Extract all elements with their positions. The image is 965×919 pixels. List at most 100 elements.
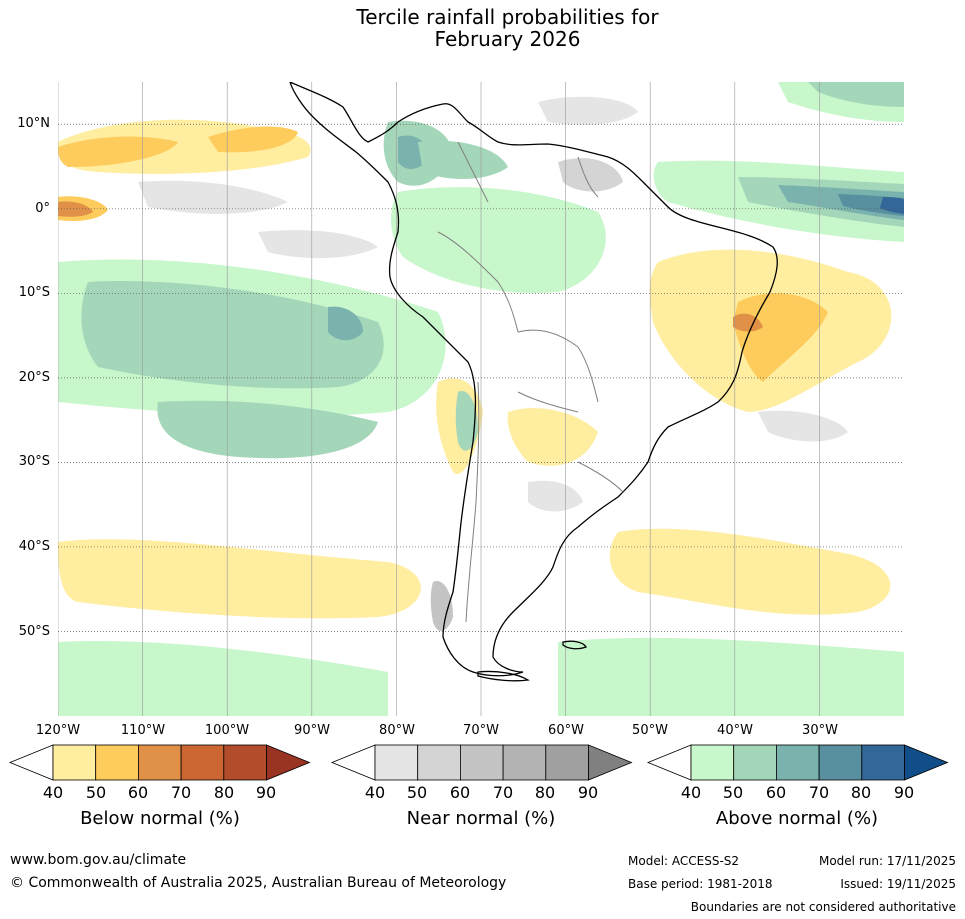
colorbar-segment [223, 744, 267, 781]
above-region-chile [455, 391, 478, 451]
above-region-pacific-band-2 [81, 281, 384, 389]
cb-above-tick: 80 [850, 783, 872, 802]
above-region-pacific-band-3 [328, 306, 363, 341]
colorbars [8, 744, 949, 781]
graticule [58, 82, 904, 716]
colorbar-segment [137, 744, 182, 781]
border-peru-brazil [437, 231, 519, 333]
lat-label-50s: 50°S [18, 624, 50, 639]
colorbar-segment [52, 744, 97, 781]
above-region-pacific-south [157, 400, 378, 459]
falkland-islands [562, 640, 587, 650]
colorbar-left-extend [646, 744, 692, 781]
above-region-south-atlantic-low [558, 637, 904, 716]
lon-label-120w: 120°W [35, 723, 81, 738]
cb-near-tick: 70 [492, 783, 514, 802]
colorbar-near [330, 744, 633, 781]
near-region-atlantic [758, 410, 848, 442]
colorbar-segment [861, 744, 905, 781]
lat-label-10s: 10°S [18, 285, 50, 300]
above-region-venezuela [418, 140, 508, 179]
lon-label-60w: 60°W [548, 723, 584, 738]
colorbar-segment [690, 744, 735, 781]
cb-near-tick: 40 [364, 783, 386, 802]
model-name: Model: ACCESS-S2 [628, 854, 740, 868]
cb-below-tick: 50 [85, 783, 107, 802]
lon-label-110w: 110°W [120, 723, 166, 738]
above-normal-regions [58, 82, 904, 716]
near-region-patagonia [430, 581, 453, 632]
probability-map [58, 82, 904, 716]
map-canvas [58, 82, 904, 716]
near-region-pacific-2 [258, 230, 378, 259]
colorbar-segment [459, 744, 504, 781]
south-america-outline [289, 82, 778, 677]
colorbar-near-title: Near normal (%) [406, 808, 556, 829]
lon-label-70w: 70°W [463, 723, 499, 738]
map-title-line2: February 2026 [434, 27, 581, 51]
cb-near-tick: 60 [449, 783, 471, 802]
border-guianas [577, 156, 599, 198]
cb-near-tick: 90 [577, 783, 599, 802]
colorbar-left-extend [330, 744, 376, 781]
below-region-paraguay [507, 408, 598, 466]
base-period: Base period: 1981-2018 [628, 877, 773, 891]
lon-label-40w: 40°W [717, 723, 753, 738]
colorbar-right-extend [904, 744, 949, 781]
colorbar-segment [95, 744, 139, 781]
below-region-east-pacific-north-core2 [208, 126, 298, 153]
cb-near-tick: 80 [534, 783, 556, 802]
cb-above-tick: 90 [893, 783, 915, 802]
lon-label-50w: 50°W [632, 723, 668, 738]
lat-label-40s: 40°S [18, 539, 50, 554]
coastlines [289, 82, 778, 682]
cb-above-tick: 40 [680, 783, 702, 802]
colorbar-segment [180, 744, 225, 781]
near-region-pacific-1 [138, 180, 288, 214]
colorbar-below-title: Below normal (%) [80, 808, 240, 829]
border-argentina-paraguay [517, 391, 579, 413]
issued-date: Issued: 19/11/2025 [840, 877, 956, 891]
lat-label-10n: 10°N [17, 116, 50, 131]
below-region-south-atlantic [609, 528, 891, 615]
cb-below-tick: 90 [255, 783, 277, 802]
border-argentina-chile [465, 381, 480, 623]
above-region-south-pacific-low [58, 641, 388, 716]
country-borders [437, 141, 624, 623]
colorbar-above-title: Above normal (%) [715, 808, 879, 829]
cb-below-tick: 60 [127, 783, 149, 802]
colorbar-segment [545, 744, 589, 781]
boundaries-disclaimer: Boundaries are not considered authoritat… [690, 900, 956, 914]
tierra-del-fuego [477, 670, 530, 682]
lat-label-30s: 30°S [18, 454, 50, 469]
colorbar-above [646, 744, 949, 781]
near-region-north [538, 96, 638, 125]
cb-above-tick: 70 [808, 783, 830, 802]
colorbar-left-extend [8, 744, 54, 781]
copyright-text: © Commonwealth of Australia 2025, Austra… [10, 875, 507, 891]
cb-below-tick: 70 [170, 783, 192, 802]
lon-label-100w: 100°W [204, 723, 250, 738]
colorbar-right-extend [588, 744, 633, 781]
below-region-south-pacific [58, 539, 421, 619]
cb-below-tick: 80 [213, 783, 235, 802]
near-region-guianas [558, 158, 623, 192]
colorbar-right-extend [266, 744, 311, 781]
lon-label-90w: 90°W [294, 723, 330, 738]
near-normal-regions [138, 96, 848, 632]
border-uruguay [577, 461, 624, 493]
colorbar-segment [818, 744, 863, 781]
cb-below-tick: 40 [42, 783, 64, 802]
lon-label-30w: 30°W [802, 723, 838, 738]
map-title-line1: Tercile rainfall probabilities for [356, 5, 659, 29]
model-run-date: Model run: 17/11/2025 [818, 854, 956, 868]
above-region-north-atlantic-2 [808, 82, 904, 107]
cb-above-tick: 60 [765, 783, 787, 802]
colorbar-segment [733, 744, 777, 781]
cb-near-tick: 50 [406, 783, 428, 802]
colorbar-segment [502, 744, 547, 781]
colorbar-segment [776, 744, 820, 781]
website-link[interactable]: www.bom.gov.au/climate [10, 852, 187, 868]
above-region-amazon [391, 187, 606, 293]
below-region-east-pacific-north-core [58, 136, 178, 167]
